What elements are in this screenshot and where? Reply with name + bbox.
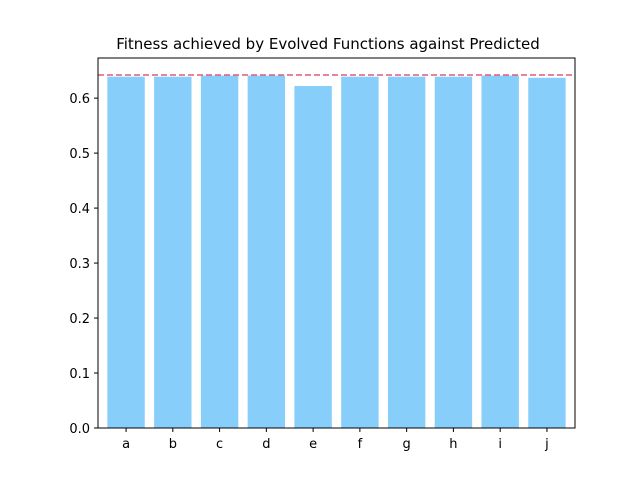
x-tick-label-f: f: [358, 437, 363, 452]
chart-title: Fitness achieved by Evolved Functions ag…: [116, 35, 540, 53]
bar-f: [341, 76, 379, 428]
y-axis: 0.0 0.1 0.2 0.3 0.4 0.5 0.6: [69, 92, 98, 437]
bar-a: [107, 76, 145, 428]
x-tick-label-d: d: [262, 437, 270, 452]
bar-c: [200, 75, 239, 428]
x-tick-label-g: g: [403, 437, 411, 452]
x-tick-label-e: e: [309, 437, 317, 452]
y-tick-label: 0.4: [69, 202, 90, 217]
x-tick-label-i: i: [498, 437, 502, 452]
x-tick-label-a: a: [122, 437, 130, 452]
bar-h: [434, 76, 473, 428]
y-tick-label: 0.1: [69, 367, 90, 382]
bar-i: [481, 75, 519, 428]
bar-g: [387, 76, 426, 428]
y-tick-label: 0.0: [69, 422, 90, 437]
bar-d: [247, 75, 286, 428]
x-tick-label-j: j: [544, 437, 549, 452]
bar-j: [528, 77, 566, 428]
x-tick-label-c: c: [216, 437, 223, 452]
x-tick-label-b: b: [169, 437, 177, 452]
x-axis: a b c d e f g h i j: [122, 428, 549, 452]
y-tick-label: 0.3: [69, 257, 90, 272]
bar-b: [154, 76, 192, 428]
y-tick-label: 0.6: [69, 92, 90, 107]
y-tick-label: 0.2: [69, 312, 90, 327]
x-tick-label-h: h: [449, 437, 457, 452]
plot-frame: [97, 57, 576, 429]
y-tick-label: 0.5: [69, 147, 90, 162]
bars-group: [107, 75, 566, 428]
bar-e: [294, 86, 332, 428]
